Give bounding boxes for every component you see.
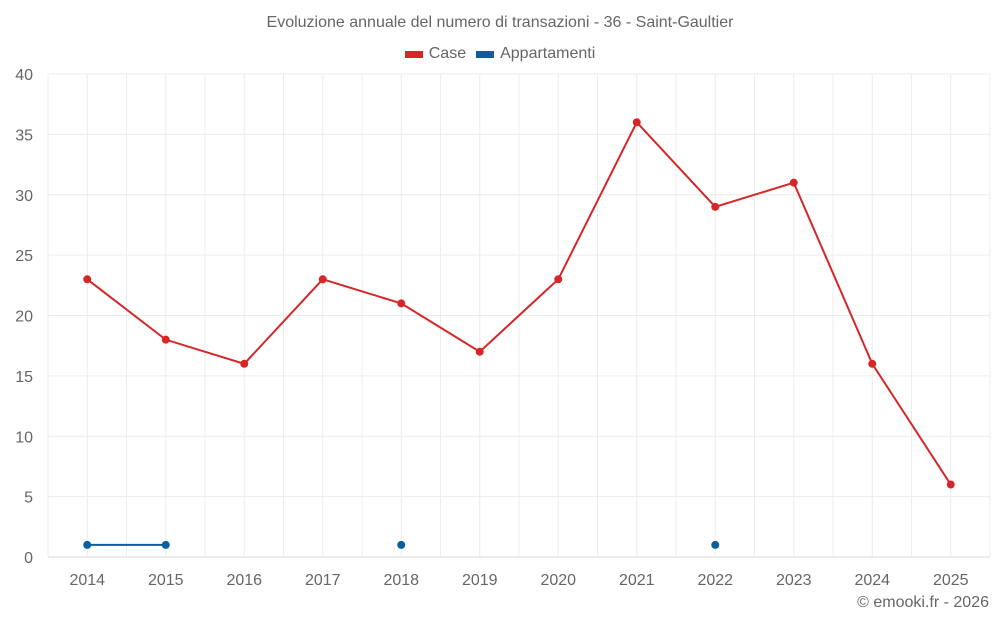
data-point-case (240, 359, 249, 368)
legend-label-appartamenti: Appartamenti (500, 45, 596, 62)
legend-swatch-appartamenti (476, 50, 495, 58)
y-tick-label: 10 (15, 429, 33, 446)
x-tick-label: 2016 (226, 572, 262, 589)
data-point-case (554, 275, 563, 284)
legend-label-case: Case (428, 45, 467, 62)
data-point-appartamenti (711, 540, 720, 549)
data-point-case (789, 178, 798, 187)
x-tick-label: 2019 (462, 572, 498, 589)
data-point-appartamenti (83, 540, 92, 549)
y-tick-label: 40 (15, 67, 33, 84)
chart-title: Evoluzione annuale del numero di transaz… (266, 14, 734, 31)
data-point-case (632, 118, 641, 127)
legend-item-appartamenti[interactable]: Appartamenti (476, 45, 595, 63)
data-point-case (161, 335, 170, 344)
legend: Case Appartamenti (0, 45, 1000, 63)
y-tick-label: 30 (15, 188, 33, 205)
x-tick-label: 2020 (540, 572, 576, 589)
data-point-case (475, 347, 484, 356)
data-point-case (946, 480, 955, 489)
data-point-case (318, 275, 327, 284)
x-tick-label: 2025 (933, 572, 969, 589)
series-line-case (86, 120, 952, 486)
legend-swatch-case (404, 50, 423, 58)
x-tick-label: 2021 (619, 572, 655, 589)
y-tick-label: 15 (15, 369, 33, 386)
y-tick-label: 20 (15, 309, 33, 326)
data-point-case (83, 275, 92, 284)
x-tick-label: 2023 (776, 572, 812, 589)
data-point-appartamenti (397, 540, 406, 549)
y-tick-label: 0 (24, 550, 33, 567)
x-tick-label: 2014 (69, 572, 105, 589)
x-tick-label: 2022 (697, 572, 733, 589)
x-tick-label: 2018 (383, 572, 419, 589)
y-tick-label: 5 (24, 490, 33, 507)
legend-item-case[interactable]: Case (404, 45, 467, 63)
data-point-case (397, 299, 406, 308)
x-tick-label: 2024 (854, 572, 890, 589)
y-tick-label: 35 (15, 127, 33, 144)
data-point-case (711, 202, 720, 211)
copyright-credit: © emooki.fr - 2026 (857, 594, 989, 611)
y-tick-label: 25 (15, 248, 33, 265)
x-tick-label: 2017 (305, 572, 341, 589)
x-tick-label: 2015 (148, 572, 184, 589)
data-point-appartamenti (161, 540, 170, 549)
data-point-case (868, 359, 877, 368)
